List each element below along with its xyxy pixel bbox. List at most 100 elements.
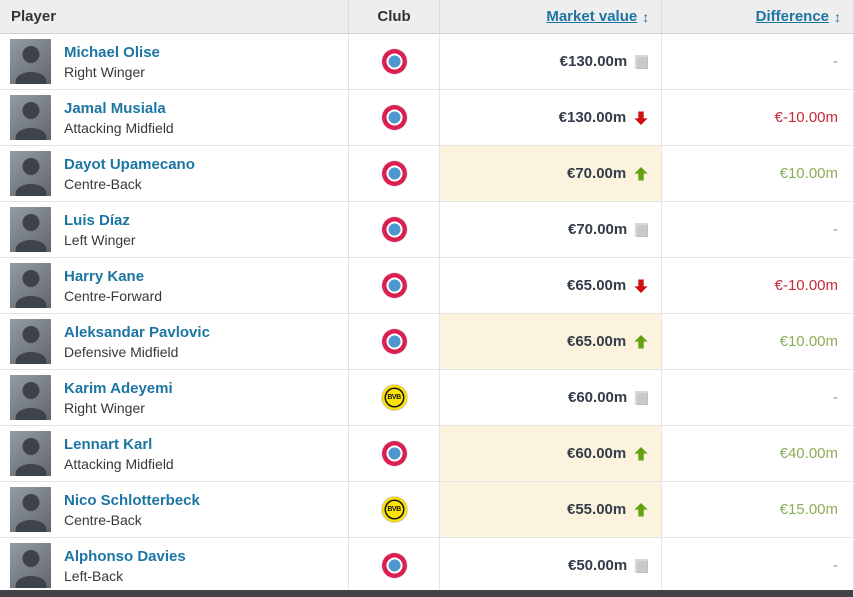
player-cell: Lennart Karl Attacking Midfield (0, 426, 348, 481)
trend-up-icon (634, 502, 648, 517)
market-value: €70.00m (568, 221, 628, 238)
club-logo-bayern[interactable] (381, 49, 407, 74)
sort-by-market-value-link[interactable]: Market value (546, 8, 638, 25)
club-logo-bayern[interactable] (381, 273, 407, 298)
club-cell: BVB (347, 370, 440, 425)
player-photo[interactable] (10, 95, 51, 140)
player-photo[interactable] (10, 543, 51, 588)
market-value: €50.00m (568, 557, 628, 574)
sort-arrow-icon[interactable]: ↕ (642, 8, 650, 25)
column-header-club-label: Club (377, 8, 411, 25)
player-position: Left Winger (64, 231, 136, 248)
market-value: €65.00m (567, 333, 627, 350)
player-cell: Nico Schlotterbeck Centre-Back (0, 482, 348, 537)
difference-value: - (661, 34, 853, 89)
market-value-cell: €130.00m (439, 34, 661, 89)
player-cell: Alphonso Davies Left-Back (0, 538, 348, 593)
player-name-link[interactable]: Jamal Musiala (64, 99, 166, 117)
club-cell (347, 258, 440, 313)
sort-arrow-icon[interactable]: ↕ (834, 8, 842, 25)
player-photo[interactable] (10, 431, 51, 476)
column-header-club: Club (347, 0, 440, 33)
difference-value: - (661, 538, 853, 593)
player-position: Attacking Midfield (64, 455, 174, 472)
player-name-link[interactable]: Karim Adeyemi (64, 379, 173, 397)
player-cell: Luis Díaz Left Winger (0, 202, 348, 257)
difference-value: €15.00m (661, 482, 853, 537)
player-name-link[interactable]: Michael Olise (64, 43, 160, 61)
player-cell: Jamal Musiala Attacking Midfield (0, 90, 348, 145)
player-photo[interactable] (10, 375, 51, 420)
player-cell: Dayot Upamecano Centre-Back (0, 146, 348, 201)
club-cell (347, 314, 440, 369)
difference-value: €40.00m (661, 426, 853, 481)
sort-by-difference-link[interactable]: Difference (755, 8, 830, 25)
market-value-cell: €70.00m (439, 202, 661, 257)
club-cell: BVB (347, 482, 440, 537)
table-row: Karim Adeyemi Right Winger BVB €60.00m - (0, 370, 853, 426)
column-header-difference: Difference ↕ (661, 0, 853, 33)
player-photo[interactable] (10, 207, 51, 252)
table-row: Luis Díaz Left Winger €70.00m - (0, 202, 853, 258)
market-value-cell: €130.00m (439, 90, 661, 145)
market-value: €60.00m (568, 389, 628, 406)
player-name-link[interactable]: Lennart Karl (64, 435, 153, 453)
player-photo[interactable] (10, 263, 51, 308)
difference-value: - (661, 370, 853, 425)
club-cell (347, 426, 440, 481)
difference-value: €-10.00m (661, 258, 853, 313)
player-photo[interactable] (10, 319, 51, 364)
player-name-link[interactable]: Harry Kane (64, 267, 145, 285)
market-value: €130.00m (559, 53, 628, 70)
market-value-cell: €60.00m (439, 426, 662, 481)
player-position: Left-Back (64, 567, 124, 584)
market-value-cell: €65.00m (439, 258, 661, 313)
club-logo-bayern[interactable] (381, 553, 407, 578)
player-name-link[interactable]: Aleksandar Pavlovic (64, 323, 210, 341)
club-logo-bvb[interactable]: BVB (381, 385, 407, 410)
player-position: Centre-Back (64, 511, 142, 528)
table-row: Jamal Musiala Attacking Midfield €130.00… (0, 90, 853, 146)
table-body: Michael Olise Right Winger €130.00m - Ja… (0, 34, 853, 594)
player-cell: Michael Olise Right Winger (0, 34, 348, 89)
market-value-cell: €50.00m (439, 538, 661, 593)
player-name-link[interactable]: Alphonso Davies (64, 547, 186, 565)
market-value-cell: €55.00m (439, 482, 662, 537)
trend-down-icon (634, 111, 648, 125)
table-row: Dayot Upamecano Centre-Back €70.00m €10.… (0, 146, 853, 202)
player-photo[interactable] (10, 151, 51, 196)
club-logo-bayern[interactable] (381, 329, 407, 354)
market-value: €60.00m (567, 445, 627, 462)
difference-value: €10.00m (661, 314, 853, 369)
player-position: Centre-Forward (64, 287, 163, 304)
club-logo-bayern[interactable] (381, 105, 407, 130)
player-name-link[interactable]: Dayot Upamecano (64, 155, 195, 173)
player-name-link[interactable]: Nico Schlotterbeck (64, 491, 200, 509)
player-position: Centre-Back (64, 175, 142, 192)
player-cell: Harry Kane Centre-Forward (0, 258, 348, 313)
player-name-link[interactable]: Luis Díaz (64, 211, 130, 229)
trend-unchanged-icon (635, 222, 649, 237)
market-value: €65.00m (567, 277, 627, 294)
trend-unchanged-icon (635, 54, 649, 69)
market-value-cell: €60.00m (439, 370, 661, 425)
trend-unchanged-icon (635, 558, 649, 573)
bottom-page-edge (0, 590, 853, 597)
trend-up-icon (634, 334, 648, 349)
trend-up-icon (634, 446, 648, 461)
player-photo[interactable] (10, 39, 51, 84)
market-value: €70.00m (567, 165, 627, 182)
table-row: Alphonso Davies Left-Back €50.00m - (0, 538, 853, 594)
club-logo-bvb[interactable]: BVB (381, 497, 407, 522)
table-row: Michael Olise Right Winger €130.00m - (0, 34, 853, 90)
club-cell (347, 146, 440, 201)
trend-down-icon (634, 279, 648, 293)
market-value-cell: €70.00m (439, 146, 662, 201)
club-logo-bayern[interactable] (381, 217, 407, 242)
player-position: Right Winger (64, 399, 145, 416)
difference-value: - (661, 202, 853, 257)
player-photo[interactable] (10, 487, 51, 532)
club-cell (347, 538, 440, 593)
club-logo-bayern[interactable] (381, 441, 407, 466)
club-logo-bayern[interactable] (381, 161, 407, 186)
